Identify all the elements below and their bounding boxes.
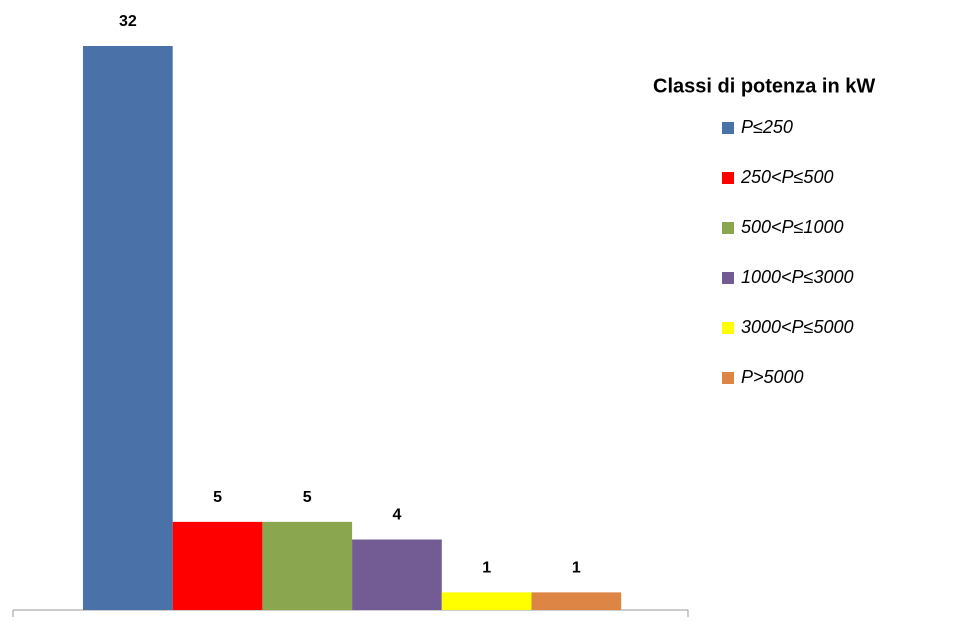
bar xyxy=(172,521,263,610)
legend-label: 1000<P≤3000 xyxy=(741,267,853,287)
data-label: 5 xyxy=(303,489,312,506)
legend-swatch xyxy=(722,322,734,334)
legend-title: Classi di potenza in kW xyxy=(653,75,875,97)
legend-label: P≤250 xyxy=(741,117,793,137)
legend-label: P>5000 xyxy=(741,367,804,387)
bar xyxy=(441,592,532,610)
data-label: 5 xyxy=(213,489,222,506)
legend-swatch xyxy=(722,372,734,384)
data-label: 32 xyxy=(119,13,137,30)
data-label: 4 xyxy=(392,507,401,524)
legend-swatch xyxy=(722,222,734,234)
legend-label: 3000<P≤5000 xyxy=(741,317,853,337)
legend-swatch xyxy=(722,122,734,134)
bar xyxy=(83,46,173,610)
bar xyxy=(531,592,622,610)
legend-label: 500<P≤1000 xyxy=(741,217,843,237)
bar xyxy=(262,521,353,610)
bar xyxy=(352,539,442,610)
legend-label: 250<P≤500 xyxy=(740,167,833,187)
legend-swatch xyxy=(722,172,734,184)
data-label: 1 xyxy=(572,560,581,577)
legend-swatch xyxy=(722,272,734,284)
data-label: 1 xyxy=(482,560,491,577)
